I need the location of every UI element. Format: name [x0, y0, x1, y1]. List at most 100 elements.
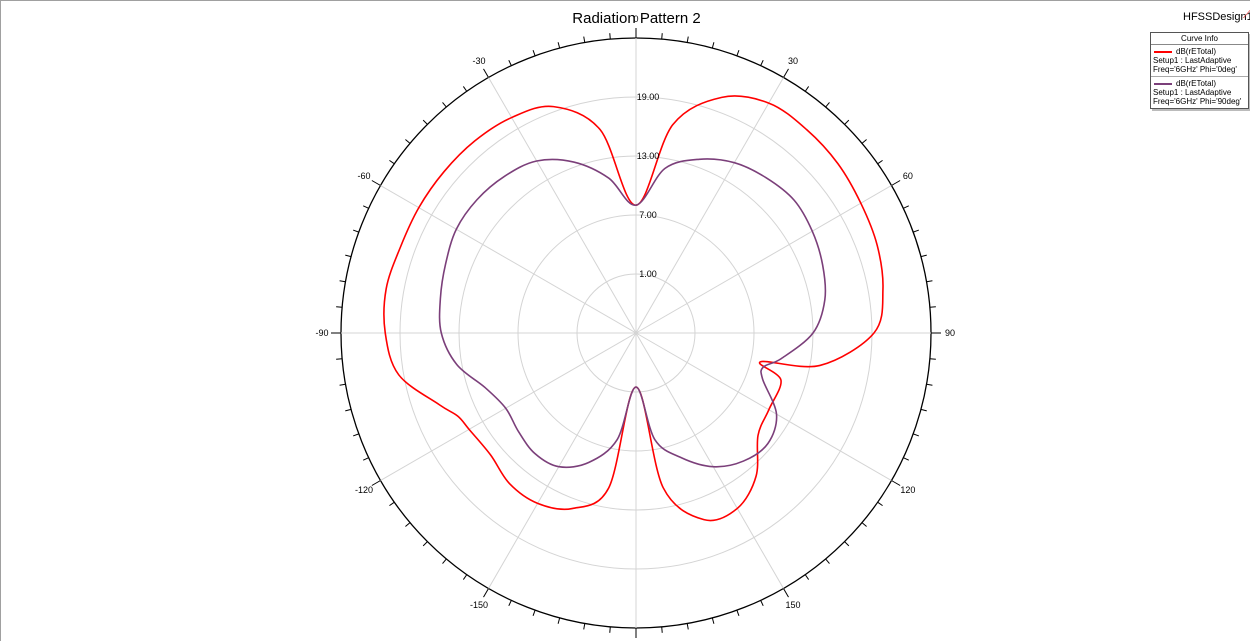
- radial-tick-label: 1.00: [639, 269, 657, 279]
- minor-tick: [352, 229, 359, 233]
- legend-entry-name: dB(rETotal): [1176, 47, 1217, 56]
- minor-tick: [422, 119, 428, 125]
- legend-swatch: [1154, 82, 1172, 85]
- angle-tick-label: -90: [315, 328, 328, 338]
- minor-tick: [609, 33, 611, 40]
- angle-tick-label: 150: [785, 600, 800, 610]
- legend-title: Curve Info: [1151, 33, 1248, 45]
- grid-spoke: [488, 77, 637, 334]
- minor-tick: [352, 433, 359, 437]
- angle-ticks: [331, 28, 941, 638]
- series-line: [383, 95, 884, 522]
- minor-tick: [442, 102, 447, 108]
- minor-tick: [711, 617, 715, 624]
- minor-tick: [736, 610, 740, 617]
- minor-tick: [861, 139, 867, 144]
- minor-tick: [557, 42, 561, 49]
- grid-spoke: [635, 332, 784, 589]
- radial-tick-label: 13.00: [637, 151, 660, 161]
- legend-entry-freq: Freq='6GHz' Phi='90deg': [1153, 97, 1242, 106]
- angle-tick-label: 120: [900, 485, 915, 495]
- minor-tick: [760, 600, 764, 607]
- major-tick: [483, 588, 489, 598]
- grid-spoke: [635, 332, 892, 481]
- minor-tick: [920, 254, 927, 258]
- minor-tick: [405, 139, 411, 144]
- minor-tick: [686, 623, 689, 630]
- minor-tick: [462, 86, 468, 92]
- minor-tick: [825, 558, 830, 564]
- legend-swatch: [1154, 50, 1172, 53]
- minor-tick: [877, 159, 883, 165]
- legend-entry-setup: Setup1 : LastAdaptive: [1153, 56, 1232, 65]
- minor-tick: [336, 358, 343, 360]
- minor-tick: [913, 229, 920, 233]
- minor-tick: [861, 522, 867, 527]
- minor-tick: [336, 306, 343, 308]
- series-line: [438, 158, 827, 469]
- minor-tick: [804, 86, 810, 92]
- minor-tick: [532, 49, 536, 56]
- radial-tick-label: 7.00: [639, 210, 657, 220]
- minor-tick: [583, 36, 586, 43]
- minor-tick: [389, 501, 395, 507]
- grid-spoke: [488, 332, 637, 589]
- minor-tick: [462, 574, 468, 580]
- minor-tick: [405, 522, 411, 527]
- minor-tick: [929, 306, 936, 308]
- major-tick: [483, 68, 489, 78]
- minor-tick: [825, 102, 830, 108]
- minor-tick: [345, 254, 352, 258]
- major-tick: [783, 588, 789, 598]
- minor-tick: [389, 159, 395, 165]
- minor-tick: [926, 383, 933, 386]
- major-tick: [891, 480, 901, 486]
- legend-entry-setup: Setup1 : LastAdaptive: [1153, 88, 1232, 97]
- major-tick: [371, 180, 381, 186]
- angle-tick-label: 0: [633, 14, 638, 24]
- angle-tick-label: 60: [903, 171, 913, 181]
- legend-entry-name: dB(rETotal): [1176, 79, 1217, 88]
- angle-tick-label: 30: [788, 56, 798, 66]
- minor-tick: [661, 626, 663, 633]
- legend-entry[interactable]: dB(rETotal) Setup1 : LastAdaptive Freq='…: [1151, 45, 1248, 77]
- minor-tick: [913, 433, 920, 437]
- major-tick: [371, 480, 381, 486]
- minor-tick: [422, 541, 428, 547]
- minor-tick: [339, 280, 346, 283]
- angle-tick-label: -60: [358, 171, 371, 181]
- angle-tick-label: -120: [355, 485, 373, 495]
- minor-tick: [877, 501, 883, 507]
- minor-tick: [711, 42, 715, 49]
- minor-tick: [442, 558, 447, 564]
- grid-spoke: [380, 332, 637, 481]
- legend-entry[interactable]: dB(rETotal) Setup1 : LastAdaptive Freq='…: [1151, 77, 1248, 108]
- legend-entry-freq: Freq='6GHz' Phi='0deg': [1153, 65, 1237, 74]
- design-mark-icon: ⟋: [1243, 9, 1250, 21]
- angle-tick-label: -30: [472, 56, 485, 66]
- minor-tick: [760, 59, 764, 66]
- series-curves: [383, 95, 884, 522]
- design-name: HFSSDesign1: [1183, 11, 1250, 23]
- grid-spoke: [635, 185, 892, 334]
- minor-tick: [903, 205, 910, 209]
- axis-labels: 0306090120150-180-150-120-90-60-301.007.…: [315, 14, 955, 610]
- minor-tick: [926, 280, 933, 283]
- minor-tick: [661, 33, 663, 40]
- polar-grid: [340, 37, 932, 629]
- angle-tick-label: -150: [470, 600, 488, 610]
- minor-tick: [844, 119, 850, 125]
- chart-title: Radiation Pattern 2: [572, 10, 701, 27]
- angle-tick-label: 90: [945, 328, 955, 338]
- minor-tick: [609, 626, 611, 633]
- minor-tick: [686, 36, 689, 43]
- minor-tick: [903, 457, 910, 461]
- minor-tick: [345, 408, 352, 412]
- major-tick: [783, 68, 789, 78]
- minor-tick: [557, 617, 561, 624]
- curve-info-legend[interactable]: Curve Info dB(rETotal) Setup1 : LastAdap…: [1150, 32, 1249, 109]
- minor-tick: [508, 59, 512, 66]
- minor-tick: [362, 205, 369, 209]
